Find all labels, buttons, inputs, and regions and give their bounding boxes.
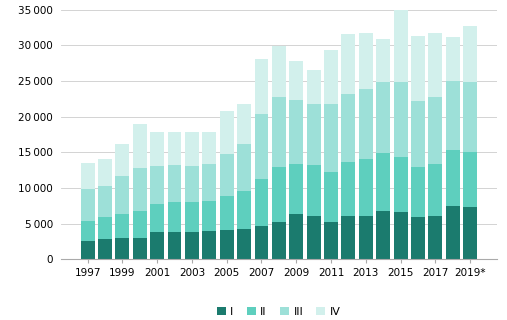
Bar [446,37,460,81]
Bar [376,39,390,82]
Bar [81,221,95,241]
Bar [220,154,234,196]
Bar [359,33,373,90]
Bar [463,82,477,152]
Bar [81,163,95,189]
Bar [116,213,129,238]
Bar [393,156,408,212]
Bar [237,191,251,228]
Bar [376,82,390,153]
Bar [185,166,199,202]
Bar [272,97,286,167]
Bar [116,144,129,176]
Bar [376,211,390,259]
Bar [324,104,338,172]
Bar [446,150,460,206]
Bar [185,132,199,166]
Bar [133,168,147,211]
Bar [185,202,199,232]
Bar [324,50,338,104]
Bar [133,211,147,238]
Bar [393,212,408,259]
Bar [202,164,216,201]
Bar [237,144,251,191]
Bar [393,6,408,82]
Bar [393,82,408,156]
Bar [428,164,442,216]
Bar [289,61,303,100]
Bar [220,196,234,230]
Bar [463,26,477,82]
Bar [411,101,425,167]
Bar [255,59,268,114]
Bar [98,239,112,259]
Bar [324,172,338,222]
Bar [463,152,477,207]
Bar [150,166,164,204]
Bar [272,167,286,222]
Bar [116,176,129,213]
Bar [168,165,182,202]
Bar [359,159,373,216]
Bar [133,238,147,259]
Bar [428,97,442,164]
Bar [255,114,268,179]
Bar [359,216,373,259]
Bar [428,33,442,97]
Bar [428,216,442,259]
Bar [411,167,425,217]
Bar [359,90,373,159]
Bar [81,189,95,221]
Bar [202,231,216,259]
Bar [202,201,216,231]
Legend: I, II, III, IV: I, II, III, IV [212,302,345,320]
Bar [98,217,112,239]
Bar [185,232,199,259]
Bar [81,241,95,259]
Bar [255,226,268,259]
Bar [307,165,320,216]
Bar [341,216,355,259]
Bar [98,159,112,187]
Bar [168,232,182,259]
Bar [341,94,355,162]
Bar [446,206,460,259]
Bar [307,69,320,104]
Bar [168,132,182,165]
Bar [255,179,268,226]
Bar [116,238,129,259]
Bar [150,232,164,259]
Bar [237,104,251,144]
Bar [237,228,251,259]
Bar [220,111,234,154]
Bar [150,204,164,232]
Bar [341,34,355,94]
Bar [411,36,425,101]
Bar [341,162,355,216]
Bar [446,81,460,150]
Bar [307,104,320,165]
Bar [307,216,320,259]
Bar [324,222,338,259]
Bar [272,46,286,97]
Bar [98,187,112,217]
Bar [463,207,477,259]
Bar [411,217,425,259]
Bar [289,164,303,214]
Bar [202,132,216,164]
Bar [220,230,234,259]
Bar [272,222,286,259]
Bar [289,100,303,164]
Bar [376,153,390,211]
Bar [168,202,182,232]
Bar [150,132,164,166]
Bar [289,214,303,259]
Bar [133,124,147,168]
